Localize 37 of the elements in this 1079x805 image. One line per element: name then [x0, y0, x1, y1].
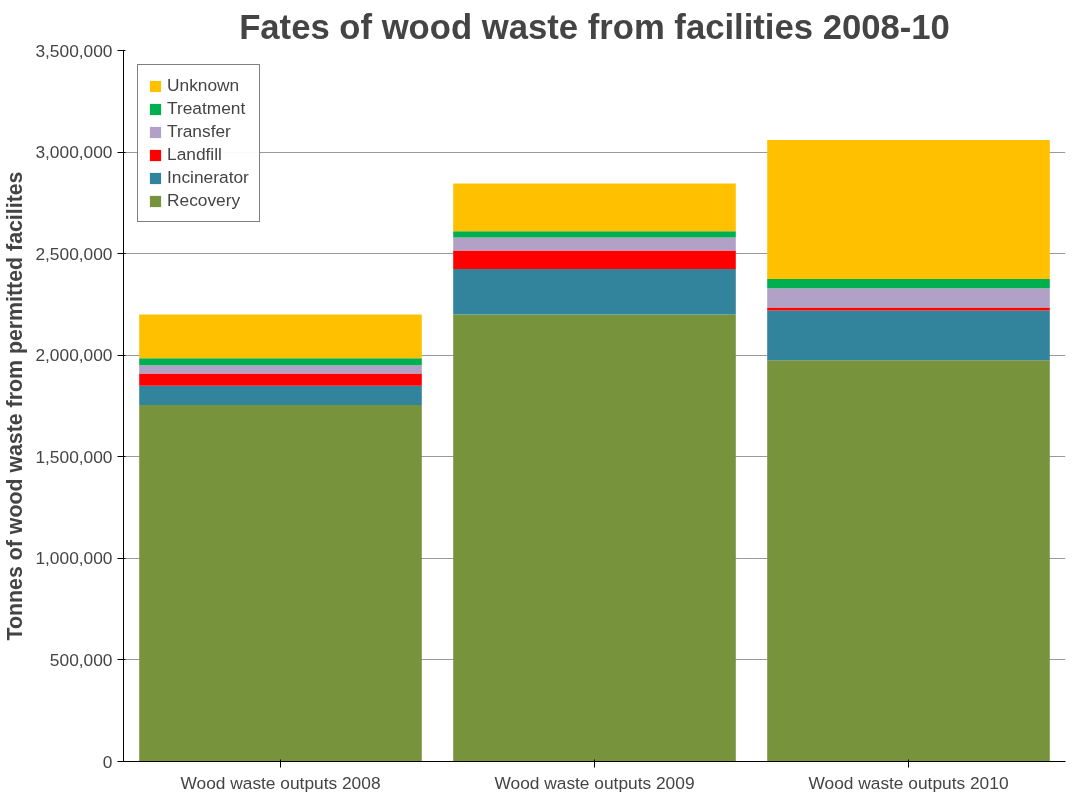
bar	[453, 183, 736, 232]
y-tick-label: 2,500,000	[35, 243, 113, 264]
y-tick-label: 0	[102, 751, 113, 772]
bar	[453, 268, 736, 315]
legend-label: Transfer	[167, 121, 231, 142]
y-tick-label: 1,500,000	[35, 446, 113, 467]
bar	[767, 139, 1050, 280]
y-axis-title: Tonnes of wood waste from permitted facilites	[3, 171, 28, 641]
y-tick-label: 500,000	[49, 649, 113, 670]
chart-title: Fates of wood waste from facilities 2008-10	[239, 7, 950, 46]
legend-label: Landfill	[167, 144, 222, 165]
bar	[453, 250, 736, 269]
bar	[767, 288, 1050, 308]
bar	[453, 231, 736, 238]
bar	[139, 404, 422, 762]
legend-label: Recovery	[167, 190, 241, 211]
bar	[767, 279, 1050, 289]
bar	[139, 358, 422, 366]
bar	[139, 385, 422, 405]
y-tick-label: 1,000,000	[35, 548, 113, 569]
bar	[767, 360, 1050, 762]
x-tick-label: Wood waste outputs 2009	[494, 772, 695, 793]
bar	[139, 365, 422, 374]
x-tick-label: Wood waste outputs 2010	[808, 772, 1009, 793]
legend-label: Incinerator	[167, 167, 249, 188]
bar	[767, 310, 1050, 361]
y-tick-label: 3,000,000	[35, 142, 113, 163]
bar	[139, 314, 422, 359]
bar	[767, 307, 1050, 311]
legend-label: Treatment	[167, 98, 246, 119]
y-tick-label: 3,500,000	[35, 40, 113, 61]
bar	[453, 237, 736, 251]
bar	[139, 373, 422, 386]
y-tick-label: 2,000,000	[35, 345, 113, 366]
legend-label: Unknown	[167, 75, 240, 96]
x-tick-label: Wood waste outputs 2008	[180, 772, 381, 793]
bar	[453, 314, 736, 762]
